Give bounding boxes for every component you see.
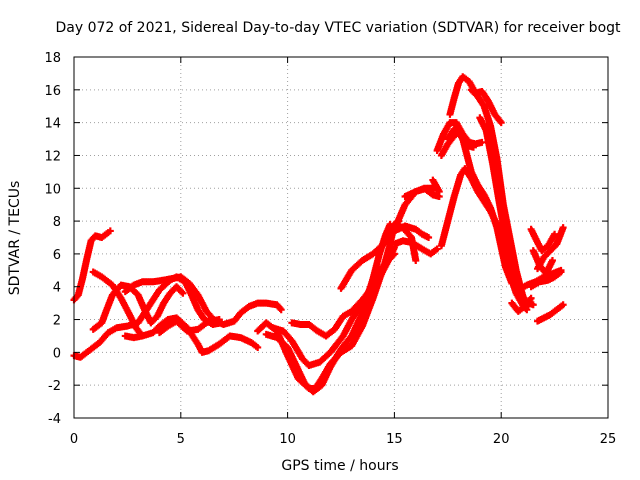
series-arc-29 — [534, 224, 567, 273]
series-arc-24 — [476, 114, 529, 305]
series-arc-6 — [121, 273, 285, 328]
y-tick-label: 16 — [44, 84, 61, 99]
data-point-marker — [559, 301, 567, 309]
data-point-marker — [469, 143, 477, 151]
series-arc-28 — [527, 268, 565, 291]
data-point-marker — [559, 224, 567, 232]
data-marks — [70, 73, 567, 396]
plot-frame — [73, 56, 609, 419]
data-point-marker — [106, 227, 114, 235]
axis-ticks — [73, 56, 609, 419]
x-tick-label: 5 — [177, 432, 185, 447]
data-point-marker — [179, 289, 187, 297]
x-tick-label: 15 — [386, 432, 403, 447]
data-point-marker — [425, 234, 433, 241]
series-arc-17 — [429, 176, 443, 196]
y-tick-label: 14 — [44, 117, 61, 132]
data-point-marker — [435, 188, 443, 196]
x-axis-label: GPS time / hours — [281, 458, 398, 474]
y-tick-labels: -4 -2 0 2 4 6 8 10 12 14 16 18 — [44, 51, 61, 427]
y-tick-label: 0 — [53, 346, 61, 361]
data-point-marker — [557, 268, 565, 276]
data-point-marker — [529, 301, 537, 309]
data-point-marker — [277, 306, 285, 314]
series-arc-30 — [527, 225, 559, 255]
y-axis-label: SDTVAR / TECUs — [7, 181, 23, 296]
y-tick-label: 6 — [53, 248, 61, 263]
data-point-marker — [548, 256, 556, 264]
data-point-marker — [478, 138, 486, 146]
y-tick-label: -2 — [48, 379, 61, 394]
series-arc-26 — [508, 294, 535, 315]
y-tick-label: 10 — [44, 182, 61, 197]
x-tick-labels: 0 5 10 15 20 25 — [70, 432, 616, 447]
y-tick-label: 18 — [44, 51, 61, 66]
data-point-marker — [551, 230, 559, 238]
x-tick-label: 10 — [279, 432, 296, 447]
x-tick-label: 0 — [70, 432, 78, 447]
y-tick-label: 2 — [53, 314, 61, 329]
data-point-marker — [497, 119, 505, 127]
x-tick-label: 25 — [600, 432, 617, 447]
y-tick-label: -4 — [48, 412, 61, 427]
y-tick-label: 12 — [44, 149, 61, 164]
data-point-marker — [412, 256, 420, 264]
data-point-marker — [433, 245, 441, 253]
y-tick-label: 4 — [53, 281, 61, 296]
series-arc-15 — [390, 237, 441, 258]
series-arc-9 — [262, 220, 394, 396]
chart-title: Day 072 of 2021, Sidereal Day-to-day VTE… — [55, 20, 621, 36]
x-tick-label: 20 — [493, 432, 510, 447]
series-arc-5 — [121, 314, 262, 356]
series-arc-11 — [288, 243, 398, 340]
data-point-marker — [215, 316, 223, 324]
series-arc-32 — [534, 301, 567, 325]
y-tick-label: 8 — [53, 215, 61, 230]
series-arc-7 — [155, 316, 223, 337]
data-point-marker — [527, 294, 535, 302]
series-arc-4 — [89, 268, 146, 340]
data-point-marker — [254, 343, 262, 351]
series-arc-31 — [529, 247, 556, 278]
